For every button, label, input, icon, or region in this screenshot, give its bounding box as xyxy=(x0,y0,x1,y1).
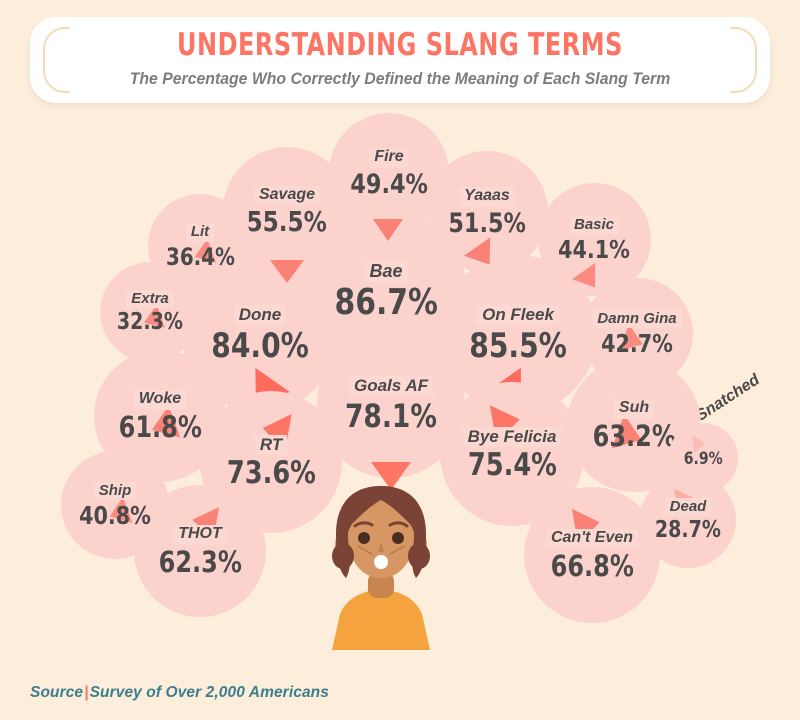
bubble-term-label: Done xyxy=(233,305,287,326)
bubble-percentage-value: 49.4% xyxy=(350,168,428,200)
page-subtitle: The Percentage Who Correctly Defined the… xyxy=(129,69,671,88)
bubble-bye-felicia[interactable]: Bye Felicia 75.4% xyxy=(440,382,584,526)
bubble-extra[interactable]: Extra 32.3% xyxy=(100,262,200,362)
bubble-term-label: Damn Gina xyxy=(592,309,682,329)
bubble-term-label: Yaaas xyxy=(459,187,515,207)
bubble-percentage-value: 28.7% xyxy=(654,517,722,544)
bubble-percentage-value: 36.4% xyxy=(165,242,235,271)
bubble-ring xyxy=(329,113,449,233)
bubble-term-label: Bye Felicia xyxy=(462,426,562,448)
bubble-term-label: Ship xyxy=(93,481,137,501)
bubble-percentage-value: 6.9% xyxy=(683,449,723,469)
bubble-percentage-value: 63.2% xyxy=(592,418,676,453)
bubble-percentage-value: 73.6% xyxy=(226,455,316,492)
bubble-term-label: On Fleek xyxy=(477,305,559,326)
bubble-percentage-value: 61.8% xyxy=(118,409,202,444)
bubble-percentage-value: 40.8% xyxy=(79,501,151,531)
bubble-term-label: Can't Even xyxy=(545,529,639,549)
bubble-percentage-value: 86.7% xyxy=(334,282,438,324)
footer-source-text: Survey of Over 2,000 Americans xyxy=(89,684,329,701)
bubble-snatched[interactable]: 6.9% xyxy=(668,423,738,493)
page-title: UNDERSTANDING SLANG TERMS xyxy=(177,27,623,63)
bubble-ring xyxy=(537,182,651,296)
bubble-ring xyxy=(524,487,660,623)
bubble-dead[interactable]: Dead 28.7% xyxy=(640,472,736,568)
bubble-percentage-value: 62.3% xyxy=(158,544,242,579)
bubble-term-label: Lit xyxy=(185,223,215,242)
bubble-term-label: Basic xyxy=(568,215,620,235)
bubble-can-t-even[interactable]: Can't Even 66.8% xyxy=(524,487,660,623)
bubble-term-label: Woke xyxy=(133,390,187,410)
title-card-border-mask-bottom xyxy=(70,81,730,99)
bubble-ring xyxy=(668,423,738,493)
bubble-percentage-value: 66.8% xyxy=(550,548,634,583)
bubble-term-label: Fire xyxy=(369,148,409,168)
confused-person-illustration xyxy=(318,478,444,650)
bubble-percentage-value: 84.0% xyxy=(211,325,309,366)
footer-source: Source|Survey of Over 2,000 Americans xyxy=(30,684,329,702)
title-card: UNDERSTANDING SLANG TERMS The Percentage… xyxy=(30,17,770,103)
bubble-term-label: Extra xyxy=(126,289,174,309)
bubble-percentage-value: 75.4% xyxy=(467,447,557,484)
bubble-goals-af[interactable]: Goals AF 78.1% xyxy=(317,330,465,490)
bubble-percentage-value: 42.7% xyxy=(601,329,673,359)
bubble-tail xyxy=(269,260,304,284)
title-card-border-mask-top xyxy=(70,21,730,39)
bubble-percentage-value: 44.1% xyxy=(558,235,630,265)
bubble-woke[interactable]: Woke 61.8% xyxy=(94,350,226,482)
bubble-fire[interactable]: Fire 49.4% xyxy=(329,113,449,241)
bubble-term-label: Savage xyxy=(253,185,321,206)
bubble-ring xyxy=(61,451,169,559)
bubble-percentage-value: 55.5% xyxy=(246,205,328,239)
bubble-yaaas[interactable]: Yaaas 51.5% xyxy=(426,151,548,274)
footer-separator: | xyxy=(84,684,89,701)
bubble-percentage-value: 51.5% xyxy=(448,207,526,239)
bubble-term-label: Suh xyxy=(613,399,655,419)
bubble-ship[interactable]: Ship 40.8% xyxy=(61,451,169,559)
bubble-term-label: THOT xyxy=(173,525,227,545)
bubble-tail xyxy=(370,461,411,490)
bubble-percentage-value: 32.3% xyxy=(116,309,184,336)
bubble-term-label: Goals AF xyxy=(349,376,433,397)
bubble-ring xyxy=(100,262,200,362)
bubble-damn-gina[interactable]: Damn Gina 42.7% xyxy=(581,277,693,389)
bubble-term-label: Dead xyxy=(664,497,712,517)
bubble-external-label-snatched: Snatched xyxy=(693,371,763,425)
bubble-basic[interactable]: Basic 44.1% xyxy=(537,182,651,296)
footer-source-label: Source xyxy=(30,684,84,701)
bubble-tail xyxy=(373,218,404,241)
bubble-term-label: Bae xyxy=(364,260,408,283)
bubble-ring xyxy=(581,277,693,389)
bubble-term-label: RT xyxy=(254,434,288,456)
bubble-percentage-value: 85.5% xyxy=(469,325,567,366)
bubble-percentage-value: 78.1% xyxy=(345,396,437,435)
